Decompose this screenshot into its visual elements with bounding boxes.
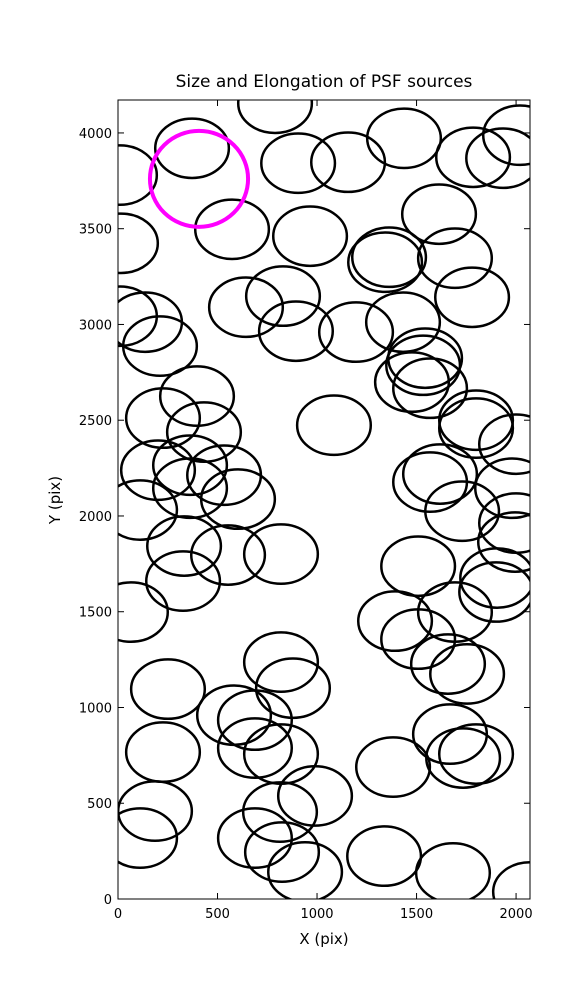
psf-ellipse bbox=[437, 723, 515, 785]
psf-ellipse bbox=[118, 807, 179, 870]
psf-ellipse bbox=[474, 457, 530, 520]
psf-ellipse bbox=[458, 561, 530, 623]
x-tick-label: 1000 bbox=[300, 907, 333, 922]
psf-ellipse bbox=[243, 821, 321, 884]
x-tick-label: 2000 bbox=[500, 907, 533, 922]
psf-ellipse bbox=[147, 128, 251, 229]
psf-ellipse bbox=[119, 439, 197, 502]
psf-ellipse bbox=[267, 841, 344, 899]
psf-ellipse bbox=[429, 643, 506, 705]
psf-ellipse bbox=[295, 394, 373, 457]
y-tick-label: 500 bbox=[87, 797, 112, 812]
psf-ellipse bbox=[364, 291, 442, 354]
plot-area bbox=[118, 100, 530, 899]
y-tick-label: 0 bbox=[104, 893, 112, 908]
psf-ellipse bbox=[310, 131, 387, 194]
x-tick-label: 0 bbox=[114, 907, 122, 922]
psf-ellipse bbox=[216, 717, 294, 780]
psf-ellipse bbox=[434, 266, 511, 329]
psf-ellipse bbox=[416, 227, 494, 290]
x-tick-label: 1500 bbox=[400, 907, 433, 922]
psf-ellipse bbox=[317, 301, 395, 364]
psf-ellipse bbox=[257, 300, 335, 363]
y-tick-label: 1000 bbox=[79, 701, 112, 716]
psf-ellipse bbox=[118, 144, 159, 206]
psf-ellipse bbox=[244, 265, 322, 328]
psf-ellipse bbox=[145, 550, 222, 613]
psf-ellipse bbox=[189, 524, 267, 586]
psf-ellipse bbox=[216, 807, 294, 870]
psf-ellipse bbox=[121, 315, 199, 378]
psf-ellipse bbox=[260, 132, 337, 195]
psf-ellipse bbox=[151, 434, 229, 497]
psf-ellipse bbox=[409, 633, 487, 695]
psf-ellipse bbox=[199, 468, 277, 531]
chart-title: Size and Elongation of PSF sources bbox=[176, 72, 473, 92]
psf-ellipse bbox=[481, 104, 530, 167]
psf-ellipse bbox=[392, 357, 469, 420]
psf-ellipse bbox=[459, 547, 530, 609]
psf-ellipse bbox=[347, 231, 424, 294]
psf-ellipse bbox=[424, 480, 501, 543]
psf-ellipse bbox=[346, 825, 423, 888]
psf-ellipse bbox=[365, 107, 443, 170]
psf-ellipse bbox=[477, 511, 530, 573]
psf-ellipse bbox=[158, 365, 236, 428]
psf-ellipse bbox=[465, 127, 530, 190]
psf-ellipse bbox=[380, 535, 457, 598]
psf-ellipse bbox=[241, 781, 319, 843]
psf-ellipse bbox=[118, 212, 160, 275]
y-tick-label: 4000 bbox=[79, 127, 112, 142]
y-axis-label: Y (pix) bbox=[46, 476, 64, 525]
psf-ellipse bbox=[254, 657, 332, 720]
psf-ellipse bbox=[354, 736, 432, 798]
psf-ellipse bbox=[242, 523, 320, 586]
psf-ellipse bbox=[414, 842, 492, 899]
psf-ellipse bbox=[401, 443, 479, 505]
y-tick-label: 2000 bbox=[79, 510, 112, 525]
psf-ellipse bbox=[276, 765, 354, 827]
psf-ellipse bbox=[236, 100, 314, 135]
psf-ellipse bbox=[193, 198, 271, 261]
psf-ellipse bbox=[207, 276, 285, 339]
psf-ellipse bbox=[385, 334, 462, 397]
psf-ellipse bbox=[425, 727, 502, 789]
x-axis-label: X (pix) bbox=[299, 930, 348, 948]
psf-ellipse bbox=[129, 658, 207, 721]
axes-frame bbox=[117, 99, 531, 900]
psf-ellipse bbox=[356, 590, 434, 653]
psf-ellipse bbox=[124, 387, 202, 450]
y-tick-label: 2500 bbox=[79, 414, 112, 429]
psf-ellipse bbox=[400, 183, 478, 246]
psf-ellipse bbox=[380, 608, 457, 671]
psf-ellipse bbox=[216, 689, 294, 752]
psf-ellipse bbox=[478, 413, 530, 476]
psf-ellipse bbox=[271, 205, 349, 268]
psf-ellipse bbox=[437, 397, 515, 459]
x-tick-label: 500 bbox=[205, 907, 230, 922]
psf-ellipse bbox=[435, 126, 512, 189]
psf-ellipse bbox=[351, 226, 428, 289]
psf-ellipse bbox=[118, 479, 179, 541]
y-tick-label: 3000 bbox=[79, 318, 112, 333]
psf-ellipse bbox=[242, 631, 320, 694]
psf-ellipse bbox=[146, 515, 223, 577]
psf-ellipse bbox=[373, 351, 451, 414]
psf-ellipse bbox=[153, 117, 231, 180]
psf-ellipse bbox=[118, 581, 169, 644]
y-tick-label: 1500 bbox=[79, 606, 112, 621]
y-tick-label: 3500 bbox=[79, 223, 112, 238]
